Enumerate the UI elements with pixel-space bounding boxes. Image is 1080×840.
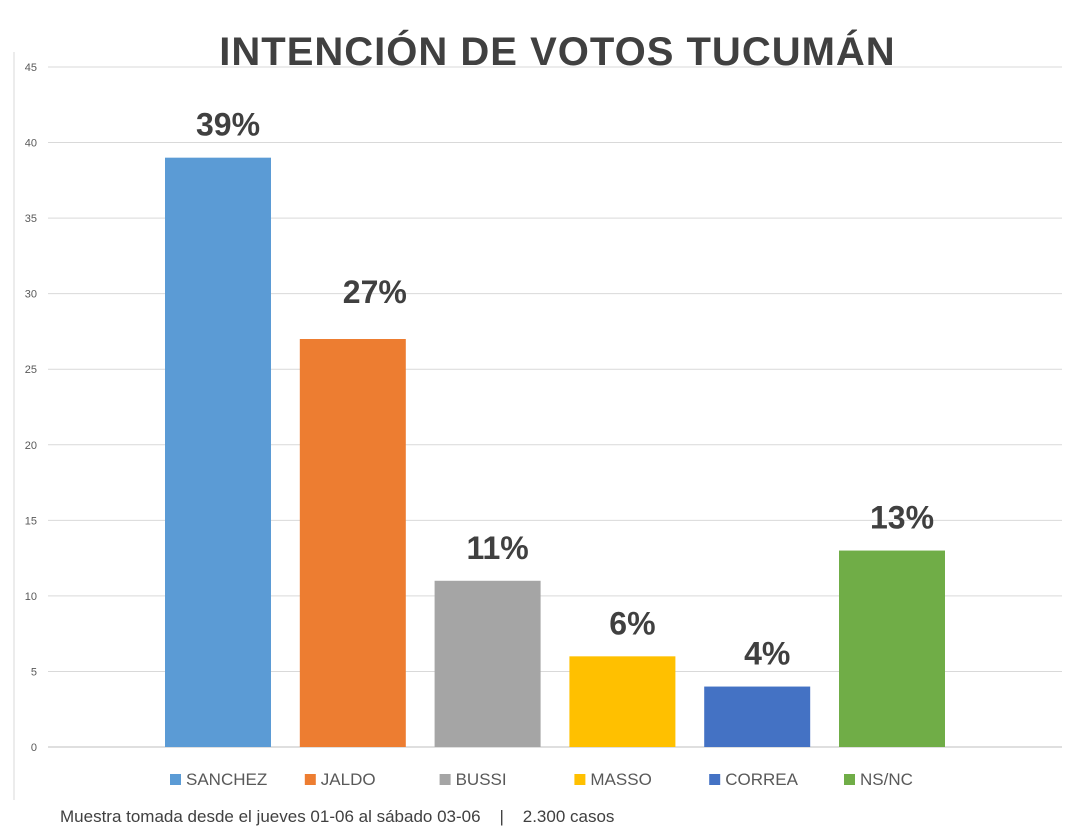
y-tick-label: 10 (25, 591, 37, 603)
legend-swatch (709, 774, 721, 785)
y-tick-label: 20 (25, 440, 37, 452)
legend-label: SANCHEZ (186, 770, 267, 789)
legend-label: NS/NC (860, 770, 913, 789)
bar-correa (704, 686, 811, 747)
bar-bussi (434, 580, 541, 747)
data-label: 27% (343, 274, 407, 310)
data-label: 11% (466, 530, 528, 566)
footer-note: Muestra tomada desde el jueves 01-06 al … (60, 807, 615, 826)
y-tick-label: 45 (25, 62, 37, 74)
y-tick-label: 35 (25, 213, 37, 225)
data-label: 13% (870, 500, 934, 536)
y-tick-label: 5 (31, 666, 37, 678)
legend-swatch (439, 774, 451, 785)
legend-label: BUSSI (456, 770, 507, 789)
bar-sanchez (165, 157, 271, 747)
legend-label: CORREA (725, 770, 798, 789)
y-tick-label: 0 (31, 742, 37, 754)
y-tick-label: 40 (25, 138, 37, 150)
data-label: 39% (196, 107, 260, 143)
bar-masso (569, 656, 676, 747)
legend-swatch (304, 774, 316, 785)
legend-swatch (844, 774, 855, 785)
y-tick-label: 30 (25, 289, 37, 301)
data-label: 6% (609, 605, 655, 641)
legend-label: MASSO (590, 770, 651, 789)
bar-ns-nc (839, 550, 945, 747)
legend-swatch (574, 774, 586, 785)
legend-swatch (170, 774, 181, 785)
y-tick-label: 25 (25, 364, 37, 376)
legend-label: JALDO (321, 770, 376, 789)
y-tick-label: 15 (25, 515, 37, 527)
bar-jaldo (299, 339, 406, 747)
data-label: 4% (744, 636, 790, 672)
